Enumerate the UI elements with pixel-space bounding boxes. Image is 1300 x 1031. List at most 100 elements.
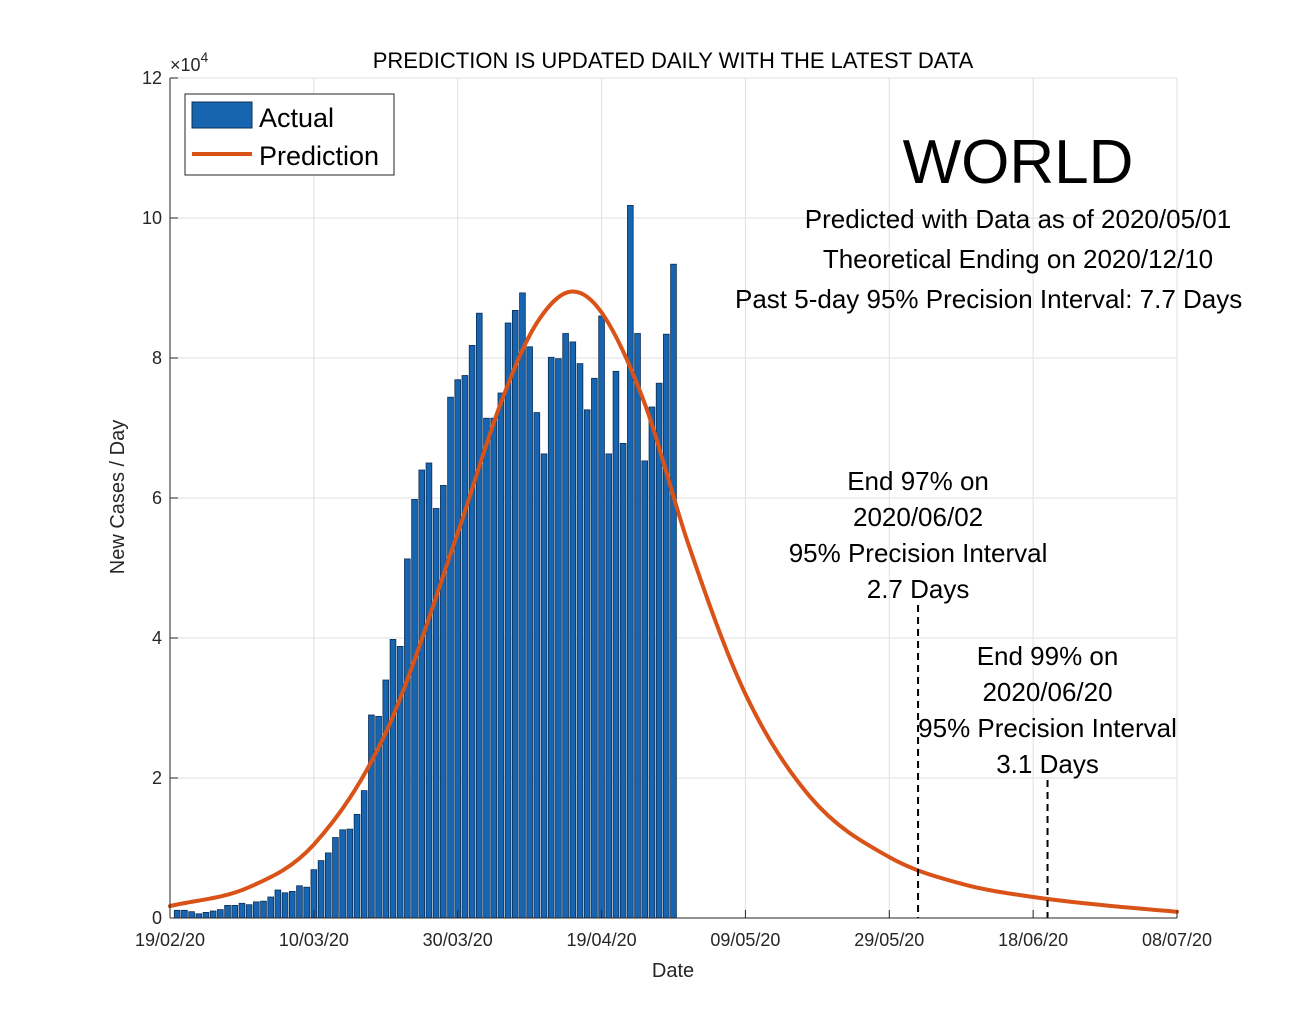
prediction-line	[168, 289, 1179, 914]
y-tick-label: 12	[142, 68, 162, 88]
actual-bar	[655, 382, 663, 919]
actual-bar	[634, 333, 641, 919]
actual-bar	[569, 341, 577, 919]
x-tick-label: 18/06/20	[998, 930, 1068, 950]
x-tick-label: 19/02/20	[135, 930, 205, 950]
actual-bar	[461, 375, 469, 919]
actual-bar	[202, 912, 210, 919]
actual-bar	[238, 902, 246, 919]
axes	[169, 77, 1178, 919]
actual-bar	[332, 837, 339, 919]
end-marker-label: End 99% on	[977, 641, 1119, 671]
actual-bar	[490, 417, 497, 919]
actual-bar	[440, 484, 447, 919]
actual-bar	[346, 828, 354, 919]
actual-bar	[267, 896, 274, 919]
x-tick-label: 08/07/20	[1142, 930, 1212, 950]
chart-title: PREDICTION IS UPDATED DAILY WITH THE LAT…	[373, 48, 974, 73]
legend-label-prediction: Prediction	[259, 141, 379, 171]
actual-bar	[289, 891, 296, 919]
actual-bar	[353, 814, 361, 919]
actual-bar	[648, 406, 656, 919]
actual-bar	[540, 453, 548, 919]
tick-labels: 19/02/20 10/03/20 30/03/20 19/04/20 09/05/20…	[135, 68, 1212, 950]
end-marker-label: 2020/06/20	[982, 677, 1112, 707]
precision-interval-line: Past 5-day 95% Precision Interval: 7.7 D…	[735, 284, 1242, 314]
y-tick-label: 10	[142, 208, 162, 228]
actual-bar	[497, 392, 505, 919]
actual-bar	[670, 263, 677, 919]
actual-bar	[281, 892, 289, 919]
actual-bar	[598, 315, 605, 919]
actual-bar	[382, 679, 390, 919]
end-marker-label: 95% Precision Interval	[918, 713, 1177, 743]
actual-bar	[260, 900, 267, 919]
y-tick-label: 4	[152, 628, 162, 648]
data-date-line: Predicted with Data as of 2020/05/01	[805, 204, 1231, 234]
actual-bar	[612, 370, 620, 919]
actual-bar	[245, 904, 253, 919]
y-tick-label: 2	[152, 768, 162, 788]
x-tick-label: 29/05/20	[854, 930, 924, 950]
actual-bar	[468, 344, 476, 919]
end-marker-label: 2020/06/02	[853, 502, 983, 532]
actual-bar	[368, 714, 375, 919]
y-tick-label: 6	[152, 488, 162, 508]
actual-bar	[396, 646, 404, 919]
y-exponent-base: ×10	[170, 55, 201, 75]
x-tick-label: 10/03/20	[279, 930, 349, 950]
legend-swatch-actual	[191, 101, 253, 129]
actual-bar	[181, 909, 188, 919]
actual-bar	[547, 356, 555, 919]
actual-bar	[583, 409, 591, 919]
legend-label-actual: Actual	[259, 103, 334, 133]
actual-bar	[411, 498, 418, 919]
actual-bar	[454, 379, 461, 919]
actual-bar	[339, 829, 346, 919]
actual-bar	[519, 292, 526, 919]
end-marker-label: 2.7 Days	[867, 574, 970, 604]
actual-bar	[641, 460, 649, 919]
y-exponent: ×104	[170, 49, 209, 75]
actual-bar	[195, 913, 203, 919]
x-tick-label: 09/05/20	[710, 930, 780, 950]
x-tick-label: 30/03/20	[423, 930, 493, 950]
actual-bar	[317, 860, 325, 919]
actual-bar	[483, 417, 490, 919]
actual-bar	[555, 358, 562, 919]
actual-bar	[231, 905, 239, 919]
actual-bar	[224, 905, 231, 919]
actual-bar	[504, 322, 512, 919]
end-marker-label: End 97% on	[847, 466, 989, 496]
y-exponent-power: 4	[201, 49, 209, 65]
actual-bar	[447, 396, 454, 919]
actual-bar	[296, 885, 303, 919]
actual-bar	[591, 377, 598, 919]
actual-bar	[476, 312, 483, 919]
actual-bar	[274, 889, 282, 919]
actual-bar	[209, 910, 217, 919]
actual-bar	[432, 508, 440, 919]
actual-bar	[404, 558, 411, 919]
actual-bar	[605, 453, 613, 919]
y-tick-label: 0	[152, 908, 162, 928]
actual-bar	[360, 790, 368, 919]
theoretical-ending-line: Theoretical Ending on 2020/12/10	[823, 244, 1213, 274]
actual-bar	[418, 469, 426, 919]
actual-bar	[627, 204, 634, 919]
actual-bar	[324, 852, 332, 919]
actual-bar	[533, 412, 541, 919]
y-tick-label: 8	[152, 348, 162, 368]
actual-bar	[389, 639, 397, 919]
actual-bar	[511, 309, 519, 919]
actual-bar	[188, 911, 195, 919]
actual-bar	[619, 442, 627, 919]
actual-bar	[562, 333, 569, 919]
actual-bar	[663, 333, 670, 919]
actual-bar	[303, 886, 310, 919]
x-tick-label: 19/04/20	[567, 930, 637, 950]
end-marker-label: 3.1 Days	[996, 749, 1099, 779]
end-markers: End 97% on 2020/06/02 95% Precision Interv…	[789, 466, 1177, 918]
x-axis-label: Date	[652, 960, 694, 982]
